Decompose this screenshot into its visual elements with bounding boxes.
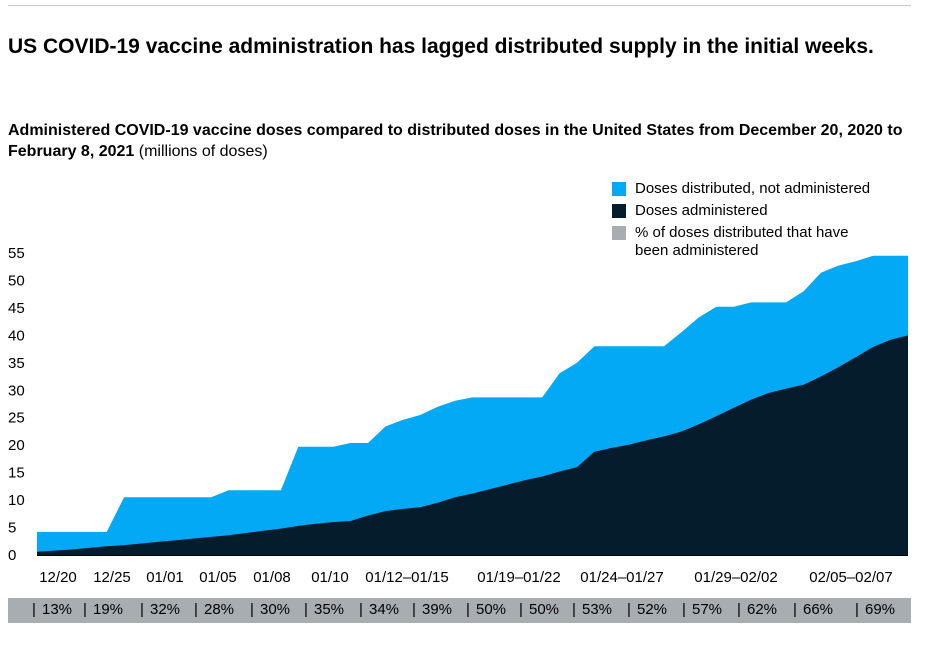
x-tick-label: 02/05–02/07 [809,569,892,585]
percent-value: 53% [582,601,613,618]
y-tick-label: 55 [8,245,25,262]
chart-areas [37,255,908,556]
percent-value: 13% [42,601,73,618]
chart-legend: Doses distributed, not administered Dose… [612,180,932,264]
x-tick-label: 01/10 [311,569,349,585]
percent-value: 35% [314,601,345,618]
area-administered [37,335,908,555]
legend-swatch-administered [612,204,626,218]
percent-separator: | [140,601,144,618]
x-tick-label: 01/24–01/27 [580,569,663,585]
percent-separator: | [466,601,470,618]
percent-separator: | [627,601,631,618]
percent-value: 30% [260,601,291,618]
y-axis: 0 5 10 15 20 25 30 35 40 45 50 55 [8,245,25,564]
percent-value: 66% [803,601,834,618]
percent-value: 62% [747,601,778,618]
legend-item-administered: Doses administered [612,202,932,220]
y-tick-label: 20 [8,437,25,454]
percent-separator: | [793,601,797,618]
chart-subtitle: Administered COVID-19 vaccine doses comp… [8,120,908,162]
y-tick-label: 50 [8,272,25,289]
legend-swatch-percent [612,226,626,240]
percent-separator: | [83,601,87,618]
percent-value: 69% [865,601,896,618]
percent-value: 50% [476,601,507,618]
percent-value: 52% [637,601,668,618]
y-tick-label: 0 [8,547,16,564]
x-tick-label: 01/08 [253,569,291,585]
x-tick-label: 01/29–02/02 [694,569,777,585]
legend-label-distributed: Doses distributed, not administered [635,180,871,197]
percent-separator: | [304,601,308,618]
legend-label-percent: % of doses distributed that have been ad… [635,224,849,259]
y-tick-label: 35 [8,355,25,372]
legend-swatch-distributed [612,182,626,196]
subtitle-unit: (millions of doses) [138,143,268,160]
y-tick-label: 10 [8,492,25,509]
legend-label-administered: Doses administered [635,202,768,219]
x-tick-label: 01/01 [146,569,184,585]
legend-item-distributed: Doses distributed, not administered [612,180,932,198]
percent-value: 32% [150,601,181,618]
percent-separator: | [194,601,198,618]
subtitle-main: Administered COVID-19 vaccine doses comp… [8,122,903,160]
percent-separator: | [855,601,859,618]
percent-separator: | [682,601,686,618]
y-tick-label: 15 [8,465,25,482]
y-tick-label: 30 [8,382,25,399]
percent-separator: | [250,601,254,618]
y-tick-label: 45 [8,300,25,317]
percent-separator: | [359,601,363,618]
percent-separator: | [412,601,416,618]
page-title: US COVID-19 vaccine administration has l… [8,35,874,58]
x-axis: 12/20 12/25 01/01 01/05 01/08 01/10 01/12–01/1… [39,569,892,585]
x-tick-label: 01/05 [199,569,237,585]
area-chart: 0 5 10 15 20 25 30 35 40 45 50 55 12/20 12/25 01/01 01… [8,245,908,585]
percent-separator: | [32,601,36,618]
percent-value: 28% [204,601,235,618]
percent-value: 50% [529,601,560,618]
x-tick-label: 01/19–01/22 [477,569,560,585]
percent-separator: | [519,601,523,618]
percent-separator: | [572,601,576,618]
top-divider [8,5,911,6]
x-tick-label: 01/12–01/15 [365,569,448,585]
legend-item-percent: % of doses distributed that have been ad… [612,224,885,260]
percent-separator: | [737,601,741,618]
x-tick-label: 12/20 [39,569,77,585]
percent-value: 39% [422,601,453,618]
y-tick-label: 25 [8,410,25,427]
percent-value: 19% [93,601,124,618]
percent-value: 57% [692,601,723,618]
x-tick-label: 12/25 [93,569,131,585]
y-tick-label: 40 [8,327,25,344]
percent-administered-row: | 13% | 19% | 32% | 28% | 30% | 35% | 34% | 39% | 50% | 50%… [8,598,911,623]
percent-value: 34% [369,601,400,618]
y-tick-label: 5 [8,520,16,537]
